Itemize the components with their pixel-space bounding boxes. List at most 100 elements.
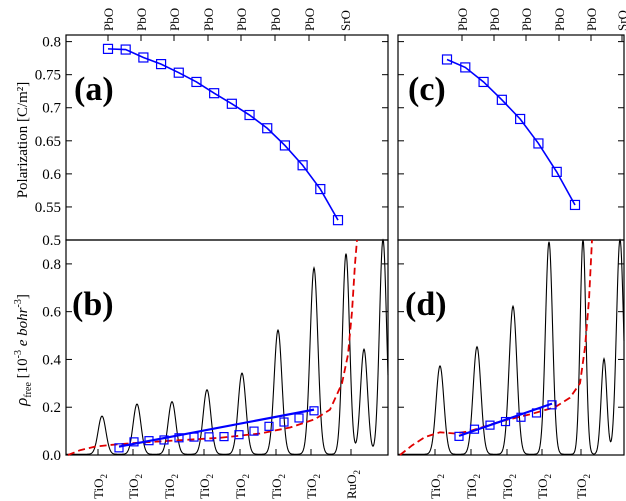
polarization-c-point — [551, 166, 562, 177]
top-layer-label: SrO — [338, 10, 353, 31]
polarization-a-point — [102, 43, 114, 54]
top-layer-label: PbO — [487, 8, 502, 31]
density-d-point — [454, 431, 464, 441]
polarization-c-point — [515, 113, 526, 125]
polarization-c-point — [478, 76, 489, 88]
y-tick-label: 0.75 — [35, 68, 61, 84]
y-tick-label: 0.0 — [42, 448, 61, 464]
density-b-point — [294, 413, 304, 423]
density-b-point — [189, 432, 199, 442]
polarization-a-line — [107, 48, 339, 221]
density-b-point — [144, 436, 154, 446]
density-curve-d — [398, 238, 625, 455]
bottom-layer-label: TiO2 — [269, 474, 287, 499]
density-b-point — [219, 432, 229, 442]
panel-c-label: (c) — [408, 71, 446, 108]
density-d-point — [485, 420, 495, 430]
density-b-point — [234, 430, 244, 440]
bottom-layer-label: TiO2 — [197, 474, 215, 499]
polarization-c-line — [446, 58, 576, 206]
density-b-point — [159, 435, 169, 445]
polarization-a-point — [244, 109, 255, 121]
polarization-a-point — [120, 44, 131, 55]
density-d-point — [531, 408, 542, 418]
polarization-a-point — [155, 58, 167, 70]
top-layer-label: PbO — [552, 8, 567, 31]
polarization-c-point — [441, 54, 453, 65]
bottom-layer-label: TiO2 — [535, 474, 553, 499]
chart-marks: 0.5 0.55 0.6 0.65 0.7 0.75 0.8 PbO PbO PbO PbO PbO P… — [35, 8, 626, 499]
panel-a-label: (a) — [74, 71, 114, 108]
top-layer-label: PbO — [234, 8, 249, 31]
polarization-a-point — [138, 52, 149, 63]
polarization-a-point — [262, 123, 273, 134]
polarization-a-point — [209, 88, 220, 99]
bottom-layer-label: TiO2 — [233, 474, 251, 499]
density-b-point — [114, 443, 124, 453]
polarization-a-point — [173, 67, 184, 78]
bottom-layer-label: TiO2 — [464, 474, 482, 499]
polarization-a-point — [279, 140, 291, 151]
density-axis-title: ρfree [10-3 e bohr-3] — [12, 294, 34, 407]
bottom-layer-label: TiO2 — [574, 474, 592, 499]
y-tick-label: 0.8 — [42, 35, 61, 51]
density-d-point — [469, 424, 480, 434]
y-tick-label: 0.8 — [42, 257, 61, 273]
y-tick-label: 0.5 — [42, 233, 61, 249]
top-layer-label: PbO — [455, 8, 470, 31]
bottom-layer-label: TiO2 — [162, 474, 180, 499]
top-layer-label: PbO — [302, 8, 317, 31]
panel-b-label: (b) — [72, 286, 114, 323]
density-b-fit-line — [118, 408, 315, 448]
density-d-point — [516, 412, 526, 422]
top-layer-label: PbO — [101, 8, 116, 31]
average-curve-d — [399, 239, 593, 456]
polarization-a-point — [315, 183, 326, 195]
panel-a-frame — [65, 34, 389, 241]
density-b-point — [279, 417, 289, 427]
polarization-c-point — [569, 199, 581, 211]
density-curve-b — [66, 238, 389, 455]
density-b-point — [129, 437, 139, 447]
density-d-point — [547, 400, 557, 410]
top-layer-label: PbO — [167, 8, 182, 31]
polarization-a-point — [191, 76, 202, 88]
y-tick-label: 0.55 — [35, 200, 61, 216]
density-b-point — [264, 421, 274, 431]
panel-b-frame — [65, 239, 389, 456]
top-layer-label: PbO — [201, 8, 216, 31]
polarization-c-point — [496, 94, 507, 105]
panel-d-frame — [397, 239, 625, 456]
top-layer-label: PbO — [268, 8, 283, 31]
panel-c-frame — [397, 34, 625, 241]
density-b-point — [174, 433, 184, 443]
density-d-point — [500, 416, 511, 427]
bottom-layer-label: RuO2 — [344, 470, 362, 499]
y-tick-label: 0.6 — [42, 305, 61, 321]
y-tick-label: 0.4 — [42, 352, 61, 368]
density-b-point — [249, 426, 259, 436]
bottom-layer-label: TiO2 — [126, 474, 144, 499]
polarization-a-point — [226, 98, 237, 109]
top-layer-label: PbO — [134, 8, 149, 31]
polarization-c-point — [533, 138, 544, 149]
top-layer-label: PbO — [584, 8, 599, 31]
y-tick-label: 0.6 — [42, 167, 61, 183]
density-b-point — [204, 432, 214, 442]
bottom-layer-label: TiO2 — [428, 474, 446, 499]
density-b-point — [309, 406, 319, 416]
y-tick-label: 0.2 — [42, 400, 61, 416]
top-layer-label: PbO — [519, 8, 534, 31]
top-layer-label: SrO — [615, 10, 626, 31]
bottom-layer-label: TiO2 — [91, 474, 109, 499]
panel-d-label: (d) — [405, 286, 447, 323]
bottom-layer-label: TiO2 — [304, 474, 322, 499]
polarization-c-point — [460, 62, 471, 73]
y-tick-label: 0.65 — [35, 134, 61, 150]
polarization-a-point — [332, 215, 344, 226]
bottom-layer-label: TiO2 — [500, 474, 518, 499]
y-tick-label: 0.7 — [42, 101, 61, 117]
polarization-a-point — [297, 160, 308, 171]
average-curve-b — [67, 239, 358, 456]
